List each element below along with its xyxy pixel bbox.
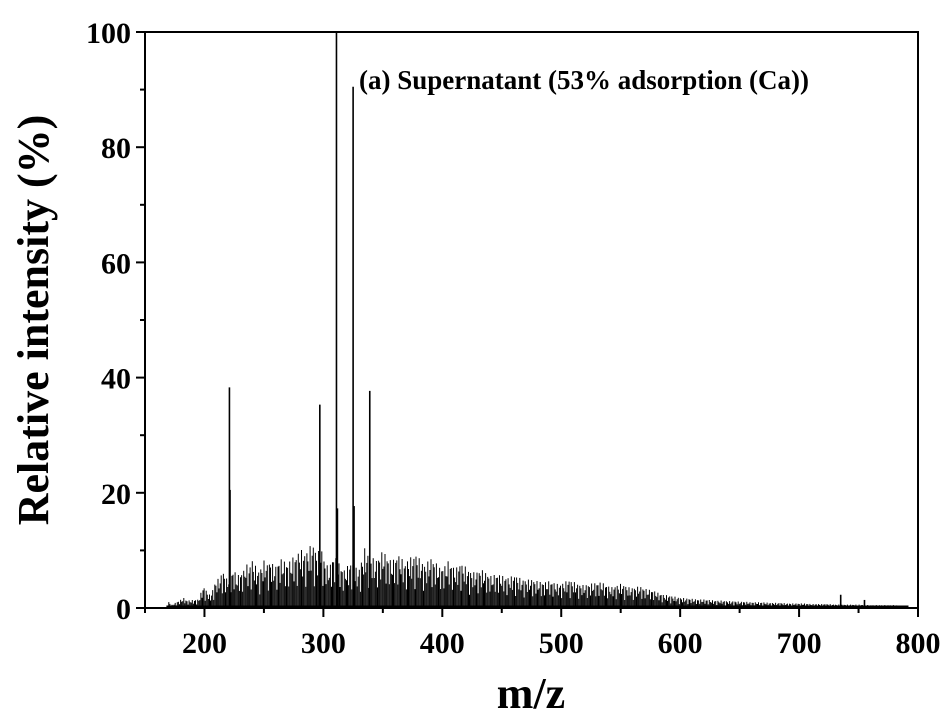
x-axis: 200 300 400 500 600 700 800	[144, 608, 941, 660]
x-axis-title: m/z	[497, 669, 565, 718]
y-tick-label: 0	[116, 593, 131, 626]
chart-annotation: (a) Supernatant (53% adsorption (Ca))	[359, 65, 809, 95]
y-axis: 0 20 40 60 80 100	[86, 17, 145, 626]
x-tick-label: 300	[301, 627, 346, 660]
y-tick-label: 40	[101, 363, 131, 396]
y-tick-label: 60	[101, 247, 131, 280]
y-tick-label: 20	[101, 478, 131, 511]
x-tick-label: 400	[420, 627, 465, 660]
x-tick-label: 600	[658, 627, 703, 660]
x-tick-label: 200	[182, 627, 227, 660]
y-tick-label: 100	[86, 17, 131, 50]
x-tick-label: 800	[896, 627, 941, 660]
y-axis-title: Relative intensity (%)	[9, 115, 58, 526]
plot-frame	[144, 31, 919, 609]
y-tick-label: 80	[101, 132, 131, 165]
x-tick-label: 700	[777, 627, 822, 660]
spectrum-trace	[166, 32, 909, 608]
x-tick-label: 500	[539, 627, 584, 660]
